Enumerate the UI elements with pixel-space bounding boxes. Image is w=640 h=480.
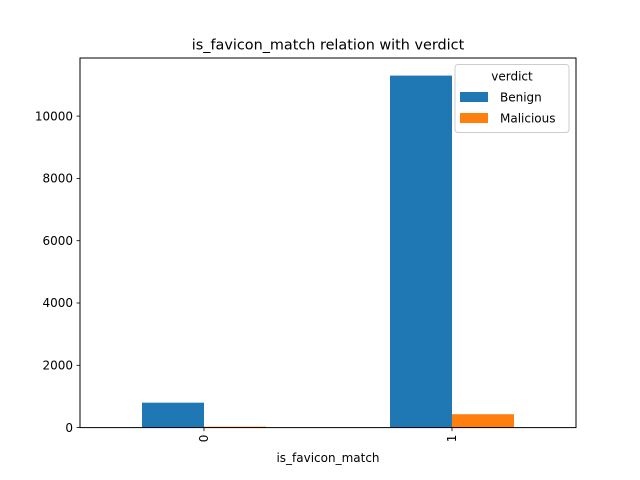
- legend-items: Benign Malicious: [460, 91, 556, 126]
- y-tick-label: 10000: [35, 109, 73, 123]
- x-tick-label: 0: [197, 435, 211, 443]
- legend-swatch-malicious: [460, 113, 488, 123]
- bar-benign-1: [390, 75, 452, 428]
- legend[interactable]: verdict Benign Malicious: [454, 64, 570, 133]
- y-tick-label: 6000: [42, 234, 73, 248]
- bar-benign-0: [142, 402, 204, 428]
- bars-group: [142, 75, 514, 428]
- bar-malicious-1: [452, 414, 514, 428]
- y-axis: 0 2000 4000 6000 8000 10000: [35, 109, 80, 435]
- x-axis-title: is_favicon_match: [276, 451, 379, 465]
- legend-label-benign: Benign: [500, 91, 542, 105]
- legend-label-malicious: Malicious: [500, 112, 556, 126]
- y-tick-label: 4000: [42, 296, 73, 310]
- chart-title: is_favicon_match relation with verdict: [192, 38, 465, 54]
- plot-frame: [79, 57, 577, 429]
- legend-title: verdict: [491, 70, 533, 84]
- x-tick-label: 1: [445, 435, 459, 443]
- legend-swatch-benign: [460, 92, 488, 102]
- y-tick-label: 8000: [42, 172, 73, 186]
- y-tick-label: 0: [65, 421, 73, 435]
- y-tick-label: 2000: [42, 358, 73, 372]
